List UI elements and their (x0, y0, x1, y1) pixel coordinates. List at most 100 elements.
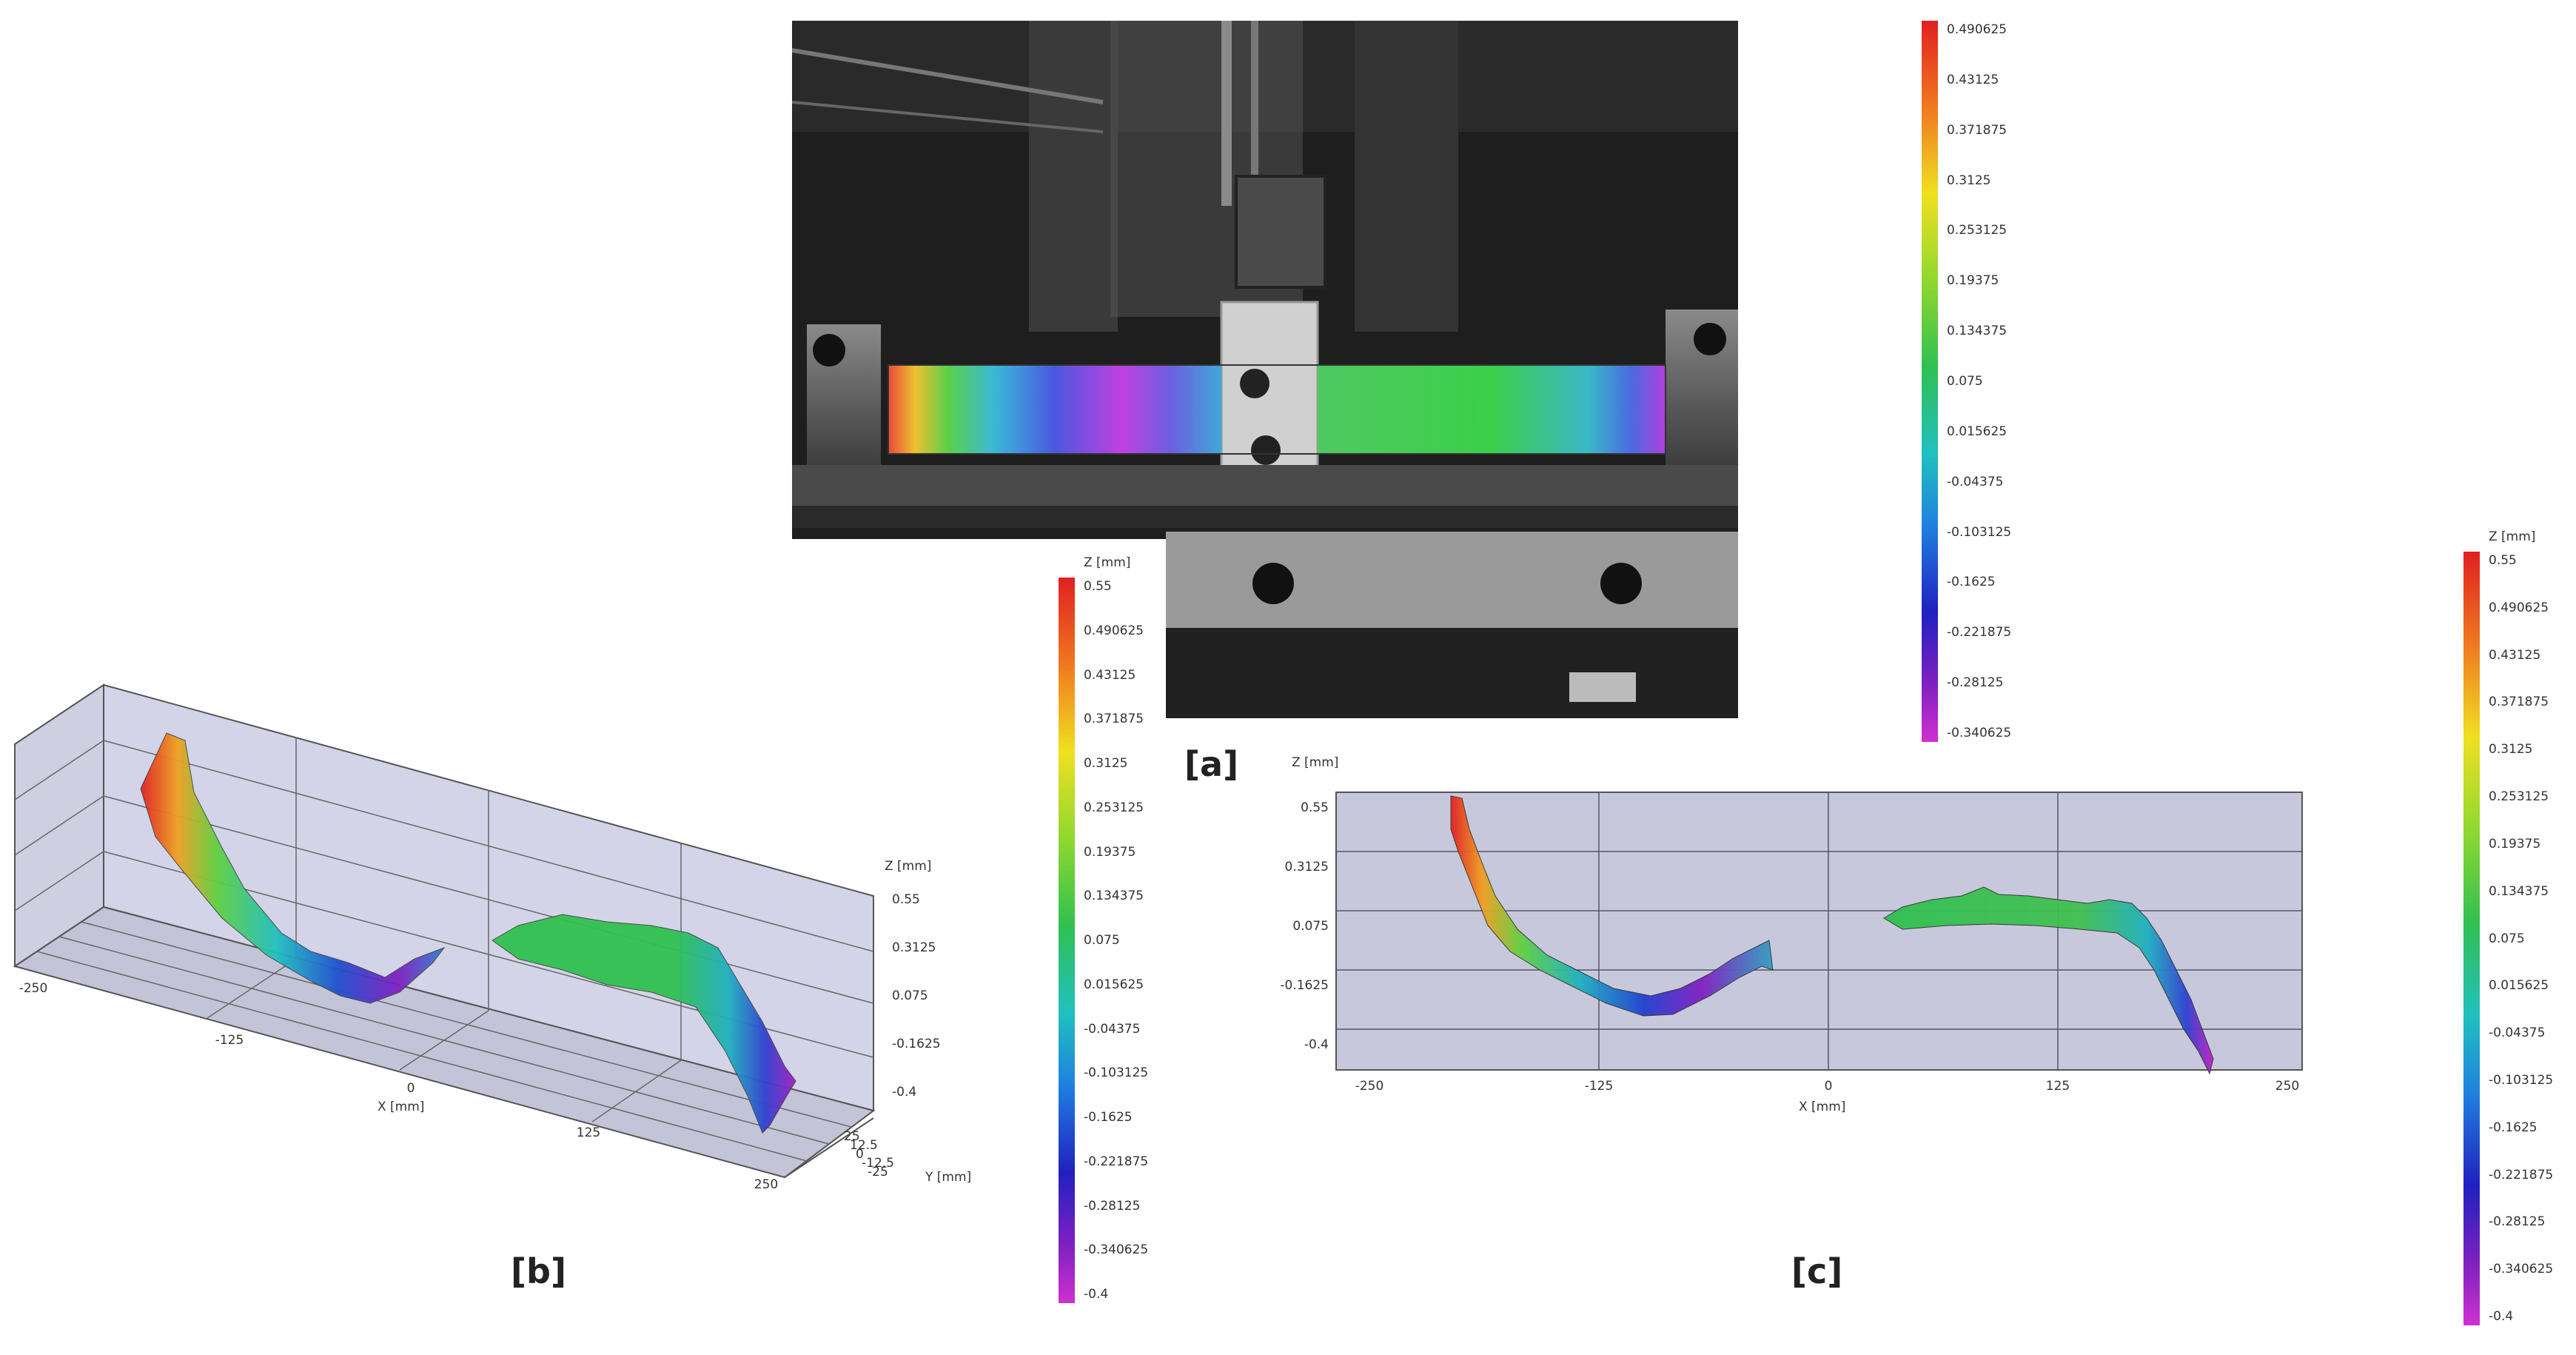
plot-b-x-tick: 250 (754, 1177, 778, 1192)
plot-c-x-tick: -125 (1585, 1079, 1614, 1094)
colorbar-a-tick: -0.221875 (1947, 625, 2012, 640)
colorbar-b-tick: 0.19375 (1084, 844, 1136, 860)
colorbar-c-tick: -0.103125 (2489, 1072, 2554, 1088)
plot-b-z-tick: 0.55 (892, 892, 920, 907)
colorbar-b-tick: 0.55 (1084, 579, 1112, 594)
colorbar-b-title: Z [mm] (1084, 555, 1131, 570)
colorbar-a-tick: 0.134375 (1947, 324, 2008, 339)
colorbar-c-tick: -0.28125 (2489, 1214, 2546, 1230)
colorbar-b-tick: 0.134375 (1084, 889, 1144, 904)
plot-b-z-tick: 0.3125 (892, 940, 936, 955)
colorbar-a-tick: -0.28125 (1947, 675, 2004, 691)
colorbar-c-tick: 0.43125 (2489, 647, 2541, 663)
plot-b-z-ticks: 0.55 0.3125 0.075 -0.1625 -0.4 (892, 892, 941, 1100)
colorbar-a-tick: -0.340625 (1947, 726, 2012, 740)
plot-c-x-tick: -250 (1355, 1079, 1384, 1094)
plot-b-x-tick: -125 (215, 1033, 244, 1048)
plot-b-x-title: X [mm] (378, 1100, 424, 1114)
colorbar-a-tick: 0.43125 (1947, 72, 1999, 87)
colorbar-b-tick: -0.103125 (1084, 1065, 1149, 1081)
plot-b-y-tick: -25 (868, 1165, 888, 1180)
plot-b-z-tick: -0.1625 (892, 1037, 941, 1051)
plot-c-z-tick: -0.1625 (1280, 978, 1329, 993)
plot-b-y-tick: 25 (844, 1129, 860, 1144)
plot-b-surface-left (140, 732, 446, 1004)
colorbar-c-tick: 0.134375 (2489, 883, 2549, 899)
colorbar-b-tick: -0.28125 (1084, 1198, 1141, 1214)
colorbar-c-tick: 0.3125 (2489, 742, 2533, 757)
colorbar-a-tick: -0.1625 (1947, 575, 1996, 590)
colorbar-b-tick: 0.015625 (1084, 977, 1144, 992)
colorbar-c-tick: -0.221875 (2489, 1167, 2554, 1182)
plot-b-y-tick: -12.5 (862, 1156, 894, 1171)
plot-c-x-ticks: -250 -125 0 125 250 (1355, 1079, 2300, 1094)
colorbar-c-tick: 0.253125 (2489, 789, 2549, 805)
colorbar-b-gradient (1059, 578, 1075, 1303)
plot-c-z-tick: 0.075 (1292, 919, 1329, 934)
plot-b-x-ticks: -250 -125 0 125 250 (19, 981, 779, 1192)
panel-label-a: [a] (1184, 744, 1239, 784)
colorbar-b-tick: -0.221875 (1084, 1154, 1149, 1169)
colorbar-b-tick: 0.075 (1084, 933, 1120, 948)
plot-b: Z [mm] 0.55 0.3125 0.075 -0.1625 -0.4 -250 -1… (0, 666, 1022, 1200)
plot-c-x-title: X [mm] (1799, 1100, 1845, 1114)
plot-b-surface-right (492, 914, 796, 1134)
plot-c-svg: Z [mm] 0.55 0.3125 0.075 -0.1625 -0.4 -250 -1… (1280, 755, 2303, 1114)
colorbar-a-tick: 0.3125 (1947, 173, 1991, 188)
colorbar-c-tick: 0.55 (2489, 553, 2517, 568)
plot-c-surface-left (1450, 795, 1774, 1017)
colorbar-c-tick: 0.371875 (2489, 695, 2549, 710)
plot-c-x-tick: 250 (2275, 1079, 2299, 1094)
colorbar-b-tick: -0.04375 (1084, 1021, 1141, 1037)
colorbar-b-tick: 0.371875 (1084, 712, 1144, 727)
colorbar-a-tick: 0.075 (1947, 374, 1983, 389)
colorbar-a-tick: -0.04375 (1947, 474, 2004, 489)
colorbar-c-tick: 0.19375 (2489, 836, 2541, 852)
plot-b-z-title: Z [mm] (885, 859, 931, 874)
plot-c-x-tick: 125 (2046, 1079, 2070, 1094)
plot-c-z-tick: 0.55 (1301, 800, 1329, 815)
plot-b-z-tick: 0.075 (892, 988, 928, 1003)
colorbar-a-tick: 0.253125 (1947, 223, 2008, 238)
plot-c-z-ticks: 0.55 0.3125 0.075 -0.1625 -0.4 (1280, 800, 1329, 1052)
colorbar-a-tick: 0.490625 (1947, 22, 2008, 37)
colorbar-c-tick: 0.015625 (2489, 978, 2549, 994)
colorbar-c-tick: -0.1625 (2489, 1120, 2538, 1135)
colorbar-c-gradient (2463, 552, 2480, 1325)
colorbar-c-tick: -0.04375 (2489, 1026, 2546, 1041)
colorbar-c-title: Z [mm] (2489, 529, 2536, 544)
plot-c-z-tick: 0.3125 (1285, 860, 1329, 874)
plot-c-z-tick: -0.4 (1304, 1037, 1329, 1052)
colorbar-a-tick: 0.015625 (1947, 424, 2008, 439)
plot-b-z-tick: -0.4 (892, 1085, 916, 1100)
colorbar-b-tick: -0.4 (1084, 1287, 1109, 1302)
plot-b-x-tick: 125 (577, 1125, 600, 1140)
colorbar-c-tick: -0.340625 (2489, 1262, 2554, 1277)
photo-panel-a (791, 21, 1738, 718)
plot-b-y-title: Y [mm] (925, 1170, 971, 1185)
plot-b-x-tick: -250 (19, 981, 48, 996)
colorbar-b-tick: -0.1625 (1084, 1110, 1133, 1125)
plot-c-x-tick: 0 (1825, 1079, 1833, 1094)
colorbar-a-gradient (1922, 21, 1938, 742)
plot-b-x-tick: 0 (407, 1081, 415, 1096)
plot-c: Z [mm] 0.55 0.3125 0.075 -0.1625 -0.4 -250 -1… (1251, 748, 2317, 1125)
panel-label-c: [c] (1791, 1251, 1843, 1291)
test-setup-photo (791, 21, 1738, 718)
colorbar-b-tick: 0.490625 (1084, 623, 1144, 638)
plot-b-y-tick: 0 (856, 1147, 864, 1162)
colorbar-b-tick: 0.3125 (1084, 756, 1128, 771)
colorbar-c-tick: 0.490625 (2489, 600, 2549, 615)
colorbar-c-tick: -0.4 (2489, 1309, 2514, 1324)
colorbar-b-tick: 0.253125 (1084, 800, 1144, 815)
plot-c-surface-right (1883, 886, 2214, 1075)
panel-label-b: [b] (511, 1251, 566, 1291)
colorbar-b-tick: 0.43125 (1084, 667, 1136, 683)
colorbar-c-tick: 0.075 (2489, 931, 2525, 946)
colorbar-a-tick: -0.103125 (1947, 524, 2012, 540)
colorbar-b-tick: -0.340625 (1084, 1242, 1149, 1258)
colorbar-a-tick: 0.371875 (1947, 122, 2008, 138)
plot-c-area (1335, 792, 2303, 1071)
